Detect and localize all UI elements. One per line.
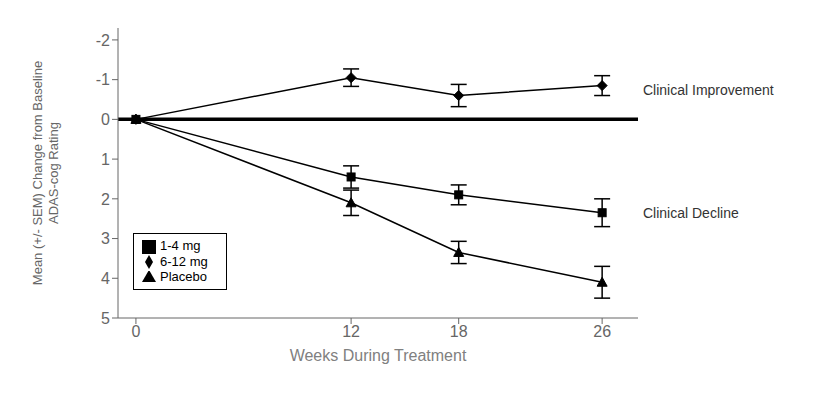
html-text:1-4 mg: 1-4 mg: [160, 238, 201, 253]
svg-text:-1: -1: [96, 71, 110, 88]
svg-text:Mean (+/- SEM) Change from Bas: Mean (+/- SEM) Change from BaselineADAS-…: [30, 61, 61, 285]
svg-text:0: 0: [101, 111, 110, 128]
svg-text:0: 0: [131, 323, 140, 340]
svg-text:26: 26: [593, 323, 611, 340]
svg-text:4: 4: [101, 270, 110, 287]
svg-text:1: 1: [101, 151, 110, 168]
html-text:6-12 mg: 6-12 mg: [160, 253, 208, 269]
svg-text:12: 12: [342, 323, 360, 340]
svg-text:Clinical Decline: Clinical Decline: [643, 205, 739, 221]
svg-text:Weeks During Treatment: Weeks During Treatment: [290, 347, 467, 364]
svg-text:2: 2: [101, 191, 110, 208]
svg-text:Clinical Improvement: Clinical Improvement: [643, 82, 774, 98]
svg-text:18: 18: [450, 323, 468, 340]
svg-text:-2: -2: [96, 32, 110, 49]
svg-text:5: 5: [101, 310, 110, 327]
svg-text:3: 3: [101, 230, 110, 247]
html-text:Placebo: Placebo: [160, 269, 207, 285]
